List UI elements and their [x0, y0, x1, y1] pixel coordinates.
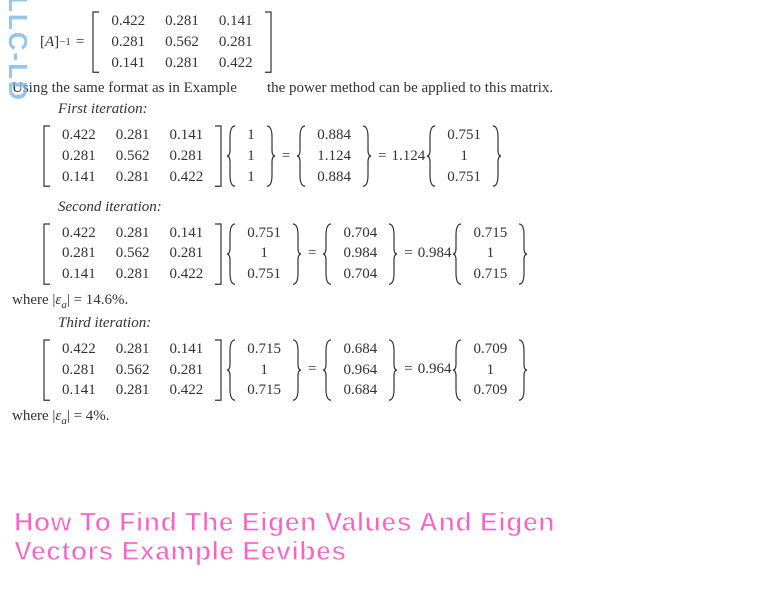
right-curly-bracket-icon [387, 339, 397, 401]
left-curly-bracket-icon [323, 339, 333, 401]
third-iteration-eq: 0.4220.2810.1410.2810.5620.2810.1410.281… [12, 336, 756, 404]
right-curly-bracket-icon [361, 125, 371, 187]
right-curly-bracket-icon [265, 125, 275, 187]
iter3-scalar: 0.964 [418, 361, 452, 378]
matrix-table: 0.4220.2810.141 0.2810.5620.281 0.1410.2… [101, 11, 262, 73]
intro-part2: the power method can be applied to this … [267, 80, 553, 96]
inverse-matrix-line: [ A ] −1 = 0.4220.2810.141 0.2810.5620.2… [12, 8, 756, 76]
err3-post: | = 4%. [67, 408, 110, 424]
left-curly-bracket-icon [227, 125, 237, 187]
inverse-matrix: 0.4220.2810.141 0.2810.5620.281 0.1410.2… [91, 11, 272, 73]
first-iteration-title: First iteration: [12, 101, 756, 118]
iter3-matrix-a: 0.4220.2810.1410.2810.5620.2810.1410.281… [42, 339, 223, 401]
iter2-matrix-a: 0.4220.2810.1410.2810.5620.2810.1410.281… [42, 223, 223, 285]
left-square-bracket-icon [42, 125, 52, 187]
equals-sign: = [378, 148, 386, 165]
iter3-vector-r1: 0.6840.9640.684 [323, 339, 397, 401]
iter2-vector-r1: 0.7040.9840.704 [323, 223, 397, 285]
left-curly-bracket-icon [453, 339, 463, 401]
second-iteration-title: Second iteration: [12, 199, 756, 216]
left-curly-bracket-icon [453, 223, 463, 285]
intro-text: Using the same format as in Example the … [12, 80, 756, 97]
left-curly-bracket-icon [227, 223, 237, 285]
iter1-vector-r1: 0.8841.1240.884 [297, 125, 371, 187]
iter1-vector-x0: 111 [227, 125, 275, 187]
overlay-title: How To Find The Eigen Values And Eigen V… [14, 508, 555, 565]
right-curly-bracket-icon [387, 223, 397, 285]
left-curly-bracket-icon [297, 125, 307, 187]
iter1-vector-x1: 0.75110.751 [427, 125, 501, 187]
equals-sign: = [308, 245, 316, 262]
exponent-neg1: −1 [59, 36, 71, 48]
iter3-vector-x0: 0.71510.715 [227, 339, 301, 401]
right-curly-bracket-icon [291, 339, 301, 401]
equals-sign: = [404, 245, 412, 262]
right-curly-bracket-icon [517, 223, 527, 285]
err3-pre: where | [12, 408, 55, 424]
error-2-line: where |εa| = 14.6%. [12, 292, 756, 311]
third-iteration-title: Third iteration: [12, 315, 756, 332]
left-square-bracket-icon [91, 11, 101, 73]
iter2-vector-x1: 0.71510.715 [453, 223, 527, 285]
left-curly-bracket-icon [227, 339, 237, 401]
left-curly-bracket-icon [323, 223, 333, 285]
equals-sign: = [282, 148, 290, 165]
right-square-bracket-icon [213, 339, 223, 401]
equals-sign: = [76, 34, 84, 51]
left-curly-bracket-icon [427, 125, 437, 187]
right-square-bracket-icon [213, 223, 223, 285]
right-square-bracket-icon [263, 11, 273, 73]
right-curly-bracket-icon [517, 339, 527, 401]
left-square-bracket-icon [42, 223, 52, 285]
iter1-scalar: 1.124 [391, 148, 425, 165]
iter1-matrix-a: 0.4220.2810.1410.2810.5620.2810.1410.281… [42, 125, 223, 187]
right-curly-bracket-icon [291, 223, 301, 285]
overlay-line1: How To Find The Eigen Values And Eigen [14, 508, 555, 536]
right-curly-bracket-icon [491, 125, 501, 187]
second-iteration-eq: 0.4220.2810.1410.2810.5620.2810.1410.281… [12, 220, 756, 288]
overlay-line2: Vectors Example Eevibes [14, 537, 555, 565]
left-square-bracket-icon [42, 339, 52, 401]
equals-sign: = [404, 361, 412, 378]
err2-pre: where | [12, 292, 55, 308]
err2-post: | = 14.6%. [67, 292, 128, 308]
intro-part1: Using the same format as in Example [12, 80, 237, 96]
matrix-symbol-a: A [45, 34, 54, 51]
iter2-scalar: 0.984 [418, 245, 452, 262]
iter2-vector-x0: 0.75110.751 [227, 223, 301, 285]
first-iteration-eq: 0.4220.2810.1410.2810.5620.2810.1410.281… [12, 122, 756, 190]
error-3-line: where |εa| = 4%. [12, 408, 756, 427]
iter3-vector-x1: 0.70910.709 [453, 339, 527, 401]
right-square-bracket-icon [213, 125, 223, 187]
equals-sign: = [308, 361, 316, 378]
